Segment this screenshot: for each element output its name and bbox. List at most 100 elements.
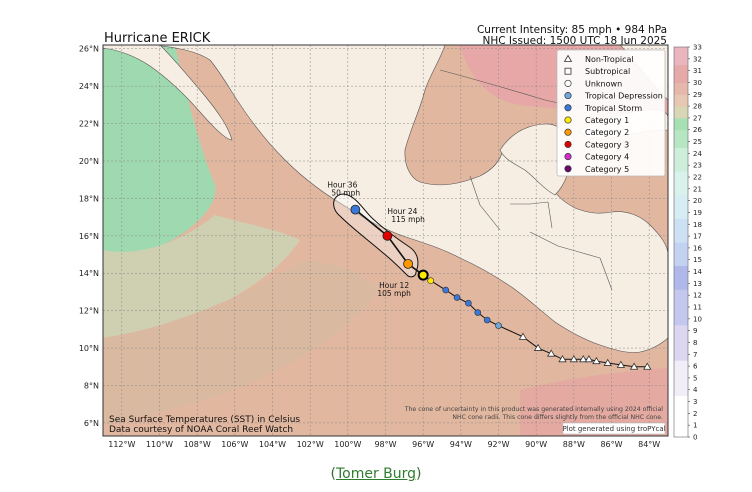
colorbar-segment xyxy=(674,283,688,290)
colorbar-segment xyxy=(674,253,688,261)
colorbar-segment xyxy=(674,307,688,314)
colorbar-segment xyxy=(674,194,688,202)
legend-label: Tropical Depression xyxy=(584,92,663,101)
track-point-non-tropical xyxy=(629,362,639,370)
lon-tick-label: 104°W xyxy=(259,440,286,449)
lon-tick-label: 100°W xyxy=(334,440,361,449)
lat-tick-label: 10°N xyxy=(79,344,99,353)
legend-label: Subtropical xyxy=(585,67,630,76)
colorbar-tick-label: 0 xyxy=(693,434,697,442)
lon-tick-label: 96°W xyxy=(412,440,434,449)
sst-colorbar: 0123456789101112131415161718192021222324… xyxy=(673,44,702,442)
colorbar-segment xyxy=(674,265,688,273)
forecast-cone xyxy=(333,193,419,278)
legend-label: Category 2 xyxy=(585,128,629,137)
colorbar-segment xyxy=(674,76,688,83)
colorbar-tick-label: 16 xyxy=(693,244,702,252)
axis-labels: 112°W 110°W 108°W 106°W 104°W 102°W 100°W 98°W 9… xyxy=(79,45,660,449)
colorbar-tick-label: 10 xyxy=(693,315,702,323)
colorbar-segment xyxy=(674,366,688,373)
colorbar-segment xyxy=(674,330,688,338)
colorbar-tick-label: 3 xyxy=(693,398,697,406)
lat-tick-label: 14°N xyxy=(79,269,99,278)
legend-label: Unknown xyxy=(585,79,622,88)
colorbar-tick-label: 14 xyxy=(693,268,702,276)
country-borders xyxy=(469,175,613,291)
colorbar-segment xyxy=(674,318,688,326)
colorbar-segment xyxy=(674,419,688,426)
track-point-non-tropical xyxy=(603,358,612,366)
map-frame xyxy=(102,44,669,437)
colorbar-segment xyxy=(674,348,688,355)
sst-warm-patch xyxy=(520,368,668,436)
hurricane-track-map: Hurricane ERICK Current Intensity: 85 mp… xyxy=(79,24,703,449)
colorbar-segment xyxy=(674,324,688,332)
forecast-hour-label: Hour 24 xyxy=(387,207,417,216)
legend-marker xyxy=(564,104,572,112)
track-point-non-tropical xyxy=(558,355,567,363)
lon-tick-label: 108°W xyxy=(184,440,211,449)
colorbar-segment xyxy=(674,212,688,219)
cone-disclaimer-1: The cone of uncertainty in this product … xyxy=(404,406,664,413)
colorbar-segment xyxy=(674,82,688,89)
colorbar-segment xyxy=(674,372,688,379)
forecast-hour-label: Hour 36 xyxy=(327,181,357,190)
photo-caption: (Tomer Burg) xyxy=(0,466,752,482)
colorbar-segment xyxy=(674,58,688,66)
legend-marker xyxy=(564,79,572,87)
colorbar-segment xyxy=(674,123,688,131)
colorbar-tick-label: 17 xyxy=(693,233,702,241)
colorbar-tick-label: 31 xyxy=(693,67,702,75)
colorbar-segment xyxy=(674,360,688,367)
colorbar-segment xyxy=(674,141,688,148)
lon-tick-label: 92°W xyxy=(487,440,509,449)
colorbar-segment xyxy=(674,295,688,302)
colorbar-segment xyxy=(674,52,688,60)
colorbar-segment xyxy=(674,277,688,284)
forecast-point xyxy=(403,258,414,269)
colorbar-tick-label: 1 xyxy=(693,422,697,430)
colorbar-tick-label: 27 xyxy=(693,114,702,122)
lat-tick-label: 20°N xyxy=(79,157,99,166)
legend-label: Category 1 xyxy=(585,116,629,125)
forecast-wind-label: 105 mph xyxy=(377,289,411,298)
colorbar-segment xyxy=(674,395,688,403)
forecast-point xyxy=(382,230,393,241)
legend-marker xyxy=(564,128,572,136)
colorbar-segment xyxy=(674,106,688,113)
colorbar-segment xyxy=(674,236,688,243)
colorbar-segment xyxy=(674,431,688,438)
colorbar-tick-label: 9 xyxy=(693,327,697,335)
colorbar-tick-label: 30 xyxy=(693,79,702,87)
land-baja xyxy=(103,45,233,141)
track-point-non-tropical xyxy=(547,349,556,357)
caption-author-link[interactable]: Tomer Burg xyxy=(335,466,417,482)
colorbar-tick-label: 25 xyxy=(693,138,702,146)
track-point-non-tropical xyxy=(592,356,601,365)
colorbar-tick-label: 11 xyxy=(693,304,702,312)
current-intensity: Current Intensity: 85 mph • 984 hPa xyxy=(477,24,667,36)
caption-close: ) xyxy=(416,466,422,482)
credit-box xyxy=(562,422,666,435)
colorbar-segment xyxy=(674,425,688,432)
lon-tick-label: 86°W xyxy=(600,440,622,449)
colorbar-segment xyxy=(674,377,688,385)
plot-credit: Plot generated using troPYcal xyxy=(562,425,665,433)
colorbar-segment xyxy=(674,259,688,267)
colorbar-segment xyxy=(674,230,688,237)
colorbar-tick-label: 29 xyxy=(693,91,702,99)
colorbar-segment xyxy=(674,153,688,160)
lat-tick-label: 8°N xyxy=(84,381,99,390)
colorbar-segment xyxy=(674,129,688,137)
colorbar-segment xyxy=(674,70,688,78)
colorbar-segment xyxy=(674,407,688,414)
lon-tick-label: 112°W xyxy=(108,440,135,449)
legend-marker xyxy=(563,54,573,62)
forecast-hour-label: Hour 12 xyxy=(379,281,409,290)
colorbar-segment xyxy=(674,218,688,225)
colorbar-segment xyxy=(674,147,688,154)
legend-label: Tropical Storm xyxy=(584,104,642,113)
land-mexico xyxy=(149,45,668,353)
track-point xyxy=(442,286,450,294)
grid-lines xyxy=(103,45,668,436)
